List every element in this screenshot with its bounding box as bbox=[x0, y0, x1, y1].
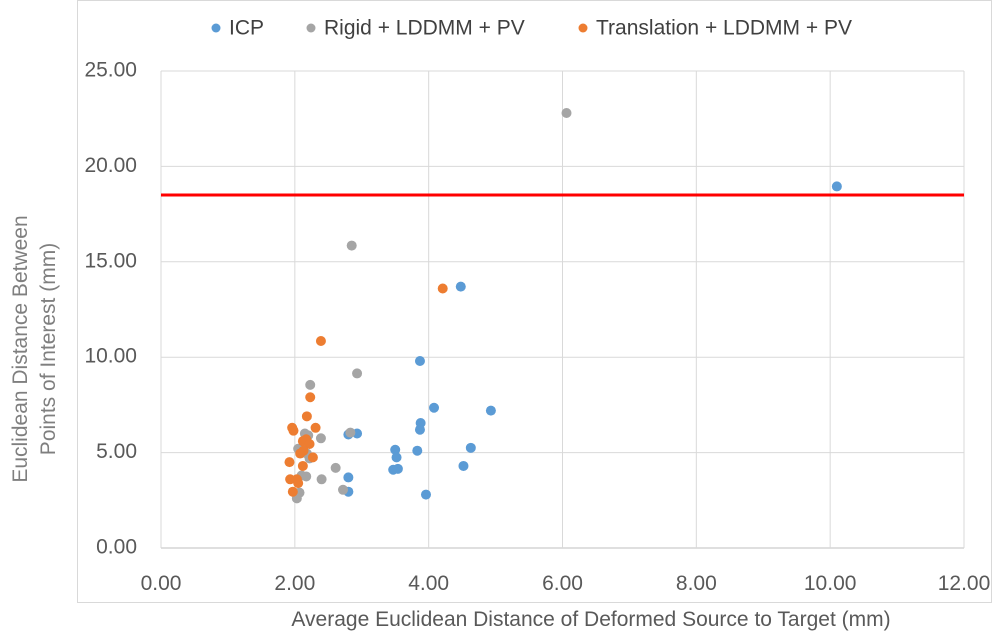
data-point-translation-lddmm-pv bbox=[304, 439, 315, 450]
legend-marker-translation bbox=[578, 23, 588, 33]
y-tick-label: 10.00 bbox=[84, 345, 137, 368]
legend: ICP Rigid + LDDMM + PV Translation + LDD… bbox=[211, 17, 852, 40]
data-point-icp bbox=[390, 444, 401, 455]
data-point-translation-lddmm-pv bbox=[307, 452, 318, 463]
data-point-translation-lddmm-pv bbox=[288, 425, 299, 436]
data-point-translation-lddmm-pv bbox=[315, 335, 326, 346]
legend-label-rigid: Rigid + LDDMM + PV bbox=[324, 17, 525, 40]
y-tick-label: 15.00 bbox=[84, 249, 137, 272]
data-point-icp bbox=[465, 442, 476, 453]
chart-area-border bbox=[77, 0, 992, 603]
data-point-rigid-lddmm-pv bbox=[315, 433, 326, 444]
data-point-rigid-lddmm-pv bbox=[352, 368, 363, 379]
data-point-icp bbox=[485, 405, 496, 416]
data-point-icp bbox=[831, 181, 842, 192]
data-point-translation-lddmm-pv bbox=[293, 478, 304, 489]
data-point-translation-lddmm-pv bbox=[297, 460, 308, 471]
x-tick-label: 0.00 bbox=[141, 572, 182, 595]
y-axis-tick-labels: 0.00 5.00 10.00 15.00 20.00 25.00 bbox=[84, 59, 137, 559]
y-axis-label-line-1: Euclidean Distance Between bbox=[9, 215, 32, 482]
x-tick-label: 6.00 bbox=[542, 572, 583, 595]
data-point-icp bbox=[414, 424, 425, 435]
data-point-icp bbox=[458, 460, 469, 471]
data-point-icp bbox=[414, 356, 425, 367]
data-point-icp bbox=[455, 281, 466, 292]
legend-marker-icp bbox=[211, 23, 221, 33]
data-point-translation-lddmm-pv bbox=[310, 422, 321, 433]
data-point-rigid-lddmm-pv bbox=[338, 484, 349, 495]
data-points bbox=[284, 107, 842, 504]
data-point-rigid-lddmm-pv bbox=[316, 474, 327, 485]
x-tick-label: 12.00 bbox=[938, 572, 991, 595]
data-point-translation-lddmm-pv bbox=[287, 486, 298, 497]
data-point-translation-lddmm-pv bbox=[305, 392, 316, 403]
data-point-translation-lddmm-pv bbox=[295, 448, 306, 459]
data-point-rigid-lddmm-pv bbox=[561, 107, 572, 118]
y-axis-label-line-2: Points of Interest (mm) bbox=[37, 243, 60, 455]
data-point-icp bbox=[388, 464, 399, 475]
data-point-translation-lddmm-pv bbox=[284, 457, 295, 468]
x-axis-label: Average Euclidean Distance of Deformed S… bbox=[291, 608, 890, 631]
y-tick-label: 20.00 bbox=[84, 154, 137, 177]
data-point-rigid-lddmm-pv bbox=[301, 471, 312, 482]
data-point-translation-lddmm-pv bbox=[301, 411, 312, 422]
y-tick-label: 0.00 bbox=[96, 536, 137, 559]
x-axis-tick-labels: 0.00 2.00 4.00 6.00 8.00 10.00 12.00 bbox=[141, 572, 991, 595]
data-point-icp bbox=[429, 402, 440, 413]
x-tick-label: 10.00 bbox=[804, 572, 857, 595]
data-point-icp bbox=[391, 452, 402, 463]
data-point-icp bbox=[412, 445, 423, 456]
y-tick-label: 25.00 bbox=[84, 59, 137, 82]
y-tick-label: 5.00 bbox=[96, 440, 137, 463]
data-point-rigid-lddmm-pv bbox=[346, 240, 357, 251]
data-point-icp bbox=[420, 489, 431, 500]
x-tick-label: 8.00 bbox=[676, 572, 717, 595]
data-point-rigid-lddmm-pv bbox=[330, 462, 341, 473]
legend-label-translation: Translation + LDDMM + PV bbox=[596, 17, 852, 40]
x-tick-label: 2.00 bbox=[274, 572, 315, 595]
data-point-translation-lddmm-pv bbox=[437, 283, 448, 294]
gridlines bbox=[160, 70, 965, 549]
legend-label-icp: ICP bbox=[229, 17, 264, 40]
data-point-icp bbox=[343, 472, 354, 483]
data-point-rigid-lddmm-pv bbox=[345, 427, 356, 438]
data-point-rigid-lddmm-pv bbox=[305, 379, 316, 390]
legend-marker-rigid bbox=[306, 23, 316, 33]
x-tick-label: 4.00 bbox=[408, 572, 449, 595]
